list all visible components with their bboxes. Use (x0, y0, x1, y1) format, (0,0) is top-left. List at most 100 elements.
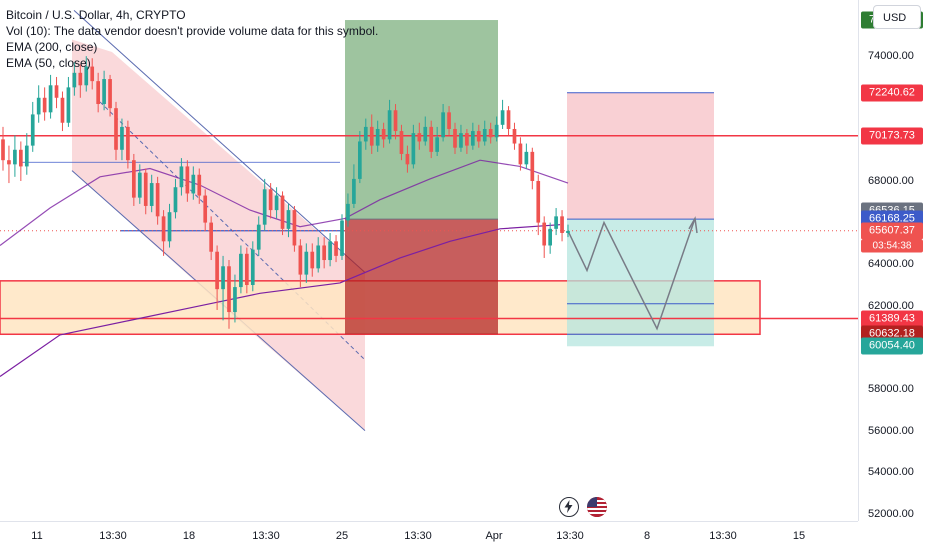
candle-body (465, 133, 469, 146)
candle-body (530, 151, 535, 181)
candle-body (66, 87, 71, 123)
time-tick-label: 11 (31, 530, 43, 542)
candle-body (203, 195, 208, 223)
candle-body (18, 149, 23, 167)
currency-button[interactable]: USD (873, 5, 921, 29)
candle-body (1, 139, 5, 161)
ema50-label: EMA (50, close) (6, 56, 91, 70)
price-tick-label: 64000.00 (868, 258, 914, 271)
candle-body (423, 126, 428, 142)
time-tick-label: 18 (182, 530, 196, 542)
candle-body (274, 195, 279, 211)
candle-body (536, 180, 541, 223)
candle-body (328, 241, 332, 261)
candle-body (459, 133, 463, 148)
bar-countdown: 03:54:38 (861, 239, 923, 253)
candle-body (405, 153, 410, 165)
candle-body (429, 126, 434, 152)
candle-body (334, 241, 338, 256)
candle-body (417, 133, 422, 142)
candle-body (304, 251, 309, 275)
candle-body (244, 253, 249, 286)
short-position-profit (567, 219, 714, 347)
price-axis-border (858, 0, 859, 521)
chart-legend: Bitcoin / U.S. Dollar, 4h, CRYPTO Vol (1… (6, 7, 378, 71)
us-flag-icon[interactable] (587, 497, 607, 517)
candle-body (102, 79, 106, 105)
channel-fill (72, 39, 365, 431)
candle-body (221, 266, 225, 290)
candle-body (447, 112, 451, 129)
time-tick-label: 13:30 (709, 530, 737, 542)
candle-body (488, 128, 493, 138)
candle-body (369, 126, 374, 146)
long-position-stop (345, 219, 498, 335)
candle-body (363, 126, 368, 142)
candle-body (292, 210, 297, 246)
candle-body (185, 166, 190, 194)
channel-upper-line (73, 10, 366, 273)
price-badge: 61389.43 (861, 310, 923, 327)
candle-body (173, 187, 178, 213)
candle-body (149, 183, 154, 206)
symbol-title: Bitcoin / U.S. Dollar, 4h, CRYPTO (6, 8, 186, 22)
candle-body (470, 131, 475, 146)
candle-body (108, 79, 112, 109)
time-tick-label: 13:30 (556, 530, 584, 542)
volume-indicator-label: Vol (10): The data vendor doesn't provid… (6, 24, 379, 38)
candle-body (268, 189, 273, 211)
time-tick-label: 13:30 (99, 530, 127, 542)
candle-body (215, 251, 219, 290)
candle-body (179, 166, 184, 188)
price-tick-label: 62000.00 (868, 299, 914, 312)
candle-body (256, 224, 261, 250)
candle-body (393, 110, 398, 132)
ema200-label: EMA (200, close) (6, 40, 98, 54)
price-badge: 72240.62 (861, 84, 923, 102)
time-tick-label: 13:30 (252, 530, 280, 542)
candle-body (143, 172, 148, 206)
candle-body (560, 216, 564, 233)
candle-body (114, 108, 118, 150)
time-tick-label: 15 (792, 530, 806, 542)
candle-body (399, 131, 404, 154)
time-axis-border (0, 521, 858, 522)
candle-body (346, 203, 350, 221)
lightning-icon[interactable] (559, 497, 579, 517)
ema200-line (0, 224, 561, 378)
candle-body (524, 151, 529, 165)
candle-body (161, 216, 166, 242)
candle-body (316, 245, 321, 269)
price-tick-label: 68000.00 (868, 174, 914, 187)
candle-body (36, 97, 41, 115)
candle-body (298, 245, 303, 275)
candle-body (435, 137, 440, 152)
candle-body (506, 110, 511, 129)
candle-body (30, 114, 35, 146)
candle-body (280, 195, 285, 229)
projection-path (567, 218, 696, 331)
time-tick-label: Apr (485, 530, 503, 542)
candle-body (78, 72, 83, 86)
candle-body (340, 220, 344, 256)
candle-body (42, 97, 47, 113)
price-badge: 70173.73 (861, 127, 923, 145)
candle-body (72, 72, 77, 88)
candle-body (286, 210, 291, 229)
candle-body (375, 128, 380, 146)
candle-body (13, 149, 17, 165)
candle-body (322, 245, 327, 261)
candle-body (476, 131, 481, 142)
candle-body (233, 287, 237, 313)
candle-body (191, 174, 196, 194)
price-tick-label: 74000.00 (868, 50, 914, 63)
ema50-line (0, 159, 569, 246)
candle-body (197, 174, 202, 196)
candle-body (137, 172, 142, 198)
candle-body (548, 228, 553, 246)
candle-body (381, 128, 386, 140)
candle-body (566, 230, 570, 233)
candle-body (155, 183, 160, 217)
candle-body (500, 110, 505, 125)
